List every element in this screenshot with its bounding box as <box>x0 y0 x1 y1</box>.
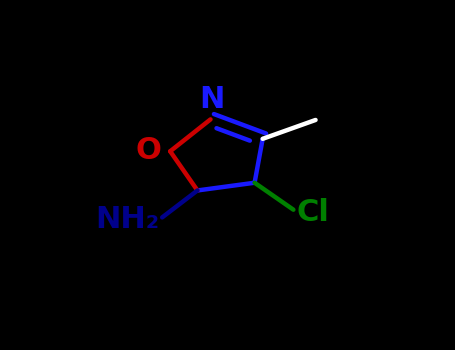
Text: O: O <box>136 136 162 165</box>
Text: N: N <box>200 85 225 114</box>
Text: NH₂: NH₂ <box>95 205 159 234</box>
Text: Cl: Cl <box>296 198 329 228</box>
